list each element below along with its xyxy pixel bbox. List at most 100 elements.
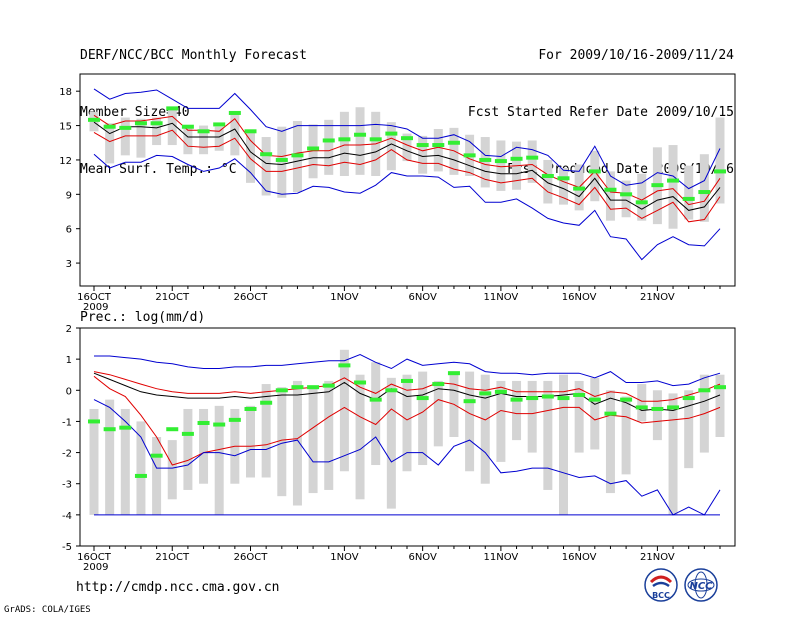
member-marker xyxy=(119,125,132,130)
grads-credit: GrADS: COLA/IGES xyxy=(4,605,91,615)
member-marker xyxy=(620,397,633,402)
spread-box xyxy=(167,108,177,146)
spread-box xyxy=(496,380,506,462)
spread-box xyxy=(480,374,490,484)
member-marker xyxy=(526,155,539,160)
spread-box xyxy=(559,167,568,205)
member-marker xyxy=(479,391,492,396)
spread-box xyxy=(527,380,537,453)
x-tick-label: 16OCT xyxy=(77,552,112,563)
spread-box xyxy=(355,107,365,175)
spread-box xyxy=(605,390,615,494)
member-marker xyxy=(228,110,241,115)
spread-box xyxy=(386,377,396,509)
member-marker xyxy=(698,190,711,195)
spread-box xyxy=(559,374,568,515)
member-marker xyxy=(573,186,586,191)
mean-line xyxy=(93,372,721,412)
member-marker xyxy=(260,400,273,405)
member-marker xyxy=(322,383,335,388)
spread-box xyxy=(136,421,146,515)
spread-box xyxy=(261,384,271,478)
spread-box xyxy=(402,374,412,472)
spread-box xyxy=(527,140,537,183)
lower-line xyxy=(93,129,721,223)
spread-box xyxy=(246,405,255,478)
x-tick-label: 1NOV xyxy=(330,552,359,563)
y-tick-label: -1 xyxy=(62,417,72,428)
spread-box xyxy=(183,408,193,490)
x-tick-label: 6NOV xyxy=(408,552,437,563)
x-tick-label: 21NOV xyxy=(640,292,675,303)
member-marker xyxy=(354,132,367,137)
member-marker xyxy=(698,388,711,393)
spread-box xyxy=(386,122,396,171)
member-marker xyxy=(714,385,726,390)
member-marker xyxy=(416,143,429,148)
y-tick-label: -3 xyxy=(62,480,72,491)
member-marker xyxy=(667,178,680,183)
spread-box xyxy=(715,374,725,437)
source-url[interactable]: http://cmdp.ncc.cma.gov.cn xyxy=(76,580,280,595)
spread-box xyxy=(324,119,334,175)
spread-box xyxy=(136,118,146,158)
member-marker xyxy=(635,405,648,410)
spread-box xyxy=(167,440,177,500)
member-marker xyxy=(197,129,210,134)
spread-box xyxy=(668,393,678,515)
y-tick-label: 12 xyxy=(59,156,72,167)
member-marker xyxy=(604,411,617,416)
x-tick-label: 21NOV xyxy=(640,552,675,563)
member-marker xyxy=(667,405,680,410)
member-marker xyxy=(369,137,382,142)
spread-box xyxy=(214,405,224,515)
member-marker xyxy=(479,157,492,162)
spread-box xyxy=(152,437,162,515)
max-line xyxy=(94,353,721,387)
spread-box xyxy=(246,132,255,183)
member-marker xyxy=(401,378,413,383)
member-marker xyxy=(494,389,507,394)
spread-box xyxy=(277,126,287,198)
member-marker xyxy=(541,394,554,399)
member-marker xyxy=(213,122,226,127)
member-marker xyxy=(385,131,398,136)
member-marker xyxy=(150,453,163,458)
spread-box xyxy=(590,150,600,202)
y-tick-label: 9 xyxy=(66,190,72,201)
spread-box xyxy=(355,374,365,500)
x-tick-label: 11NOV xyxy=(484,552,519,563)
member-marker xyxy=(651,183,664,188)
precipitation-panel: -5 -4 -3 -2 -1 0 1 2 16OCT 21OCT 26OCT 1NOV 6NOV 11NO… xyxy=(62,324,736,573)
spread-box xyxy=(668,145,678,229)
member-marker xyxy=(103,427,116,432)
spread-box xyxy=(480,137,490,188)
spread-box xyxy=(292,380,302,506)
member-marker xyxy=(541,173,554,178)
bcc-logo-text: BCC xyxy=(652,591,670,600)
x-year-label: 2009 xyxy=(83,562,108,573)
member-marker xyxy=(244,406,257,411)
precipitation-panel-title: Prec.: log(mm/d) xyxy=(80,310,206,325)
spread-box xyxy=(183,125,193,155)
forecast-start-date: Fcst Started Refer Date 2009/10/15 xyxy=(467,105,734,120)
member-marker xyxy=(338,363,351,368)
member-marker xyxy=(401,136,413,141)
member-marker xyxy=(88,117,100,122)
spread-box xyxy=(199,125,209,155)
min-line xyxy=(93,153,721,261)
spread-box xyxy=(496,140,506,191)
header-left: DERF/NCC/BCC Monthly Forecast Member Siz… xyxy=(80,8,307,198)
bcc-logo: BCC xyxy=(644,568,678,602)
forecast-period: For 2009/10/16-2009/11/24 xyxy=(538,48,734,63)
member-marker xyxy=(354,380,367,385)
member-marker xyxy=(181,124,194,129)
spread-box xyxy=(152,117,162,146)
spread-box xyxy=(433,380,443,447)
spread-box xyxy=(543,380,553,490)
member-marker xyxy=(134,121,147,126)
member-marker xyxy=(682,196,695,201)
member-marker xyxy=(385,388,398,393)
member-marker xyxy=(604,187,617,192)
